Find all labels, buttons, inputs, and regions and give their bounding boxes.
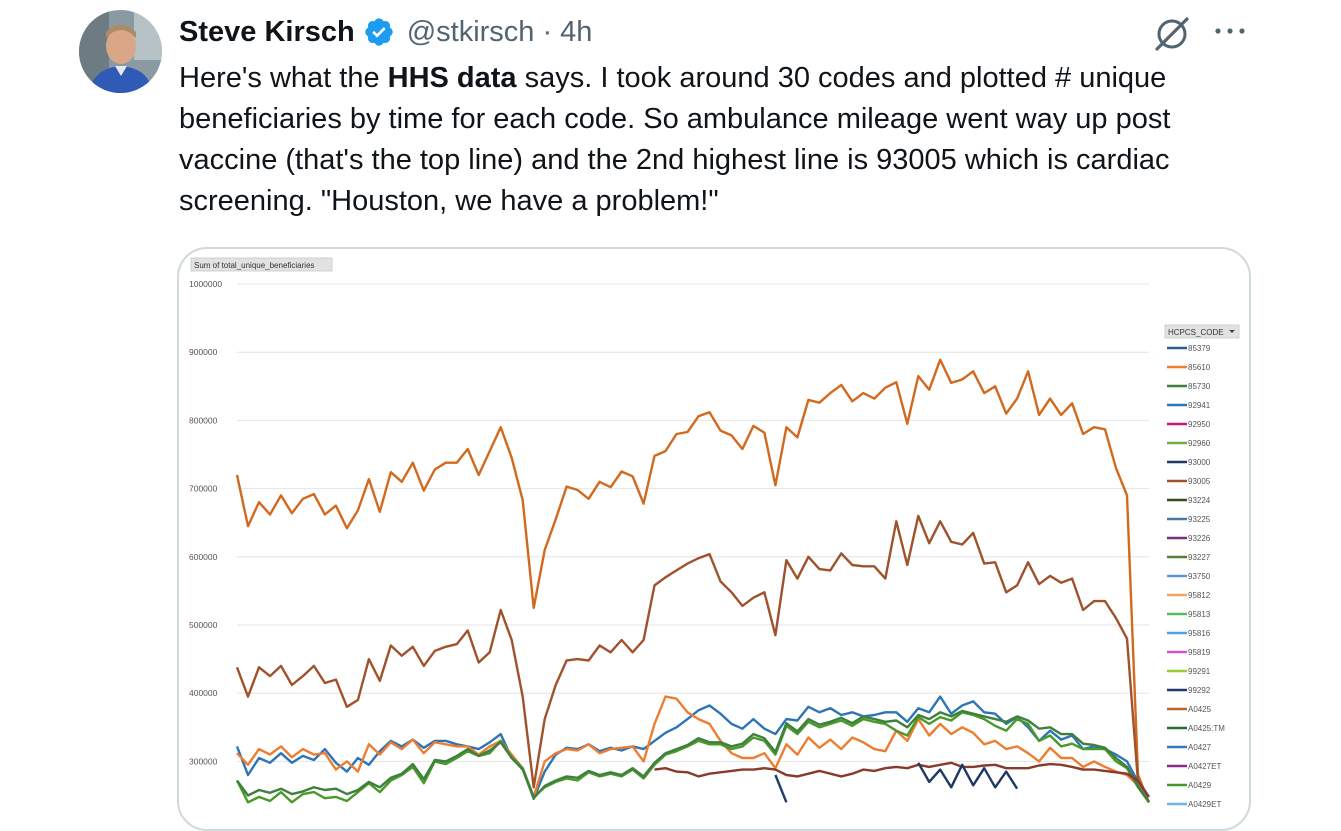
y-tick-label: 600000 xyxy=(189,552,218,562)
legend-item-label: 93227 xyxy=(1188,553,1211,562)
legend-item-label: 92941 xyxy=(1188,401,1211,410)
series-line-85730 xyxy=(236,709,1150,803)
verified-badge-icon[interactable] xyxy=(363,16,395,48)
legend-field-button xyxy=(1164,324,1240,339)
y-axis-field-label: Sum of total_unique_beneficiaries xyxy=(194,261,315,270)
tweet-text: Here's what the HHS data says. I took ar… xyxy=(179,58,1259,222)
tweet-text-part: says. I took around 30 codes and plotted… xyxy=(179,62,1171,217)
y-tick-label: 700000 xyxy=(189,484,218,494)
legend-item-label: 85730 xyxy=(1188,382,1211,391)
tweet-text-part: Here's what the xyxy=(179,62,388,94)
legend-item-label: 93000 xyxy=(1188,458,1211,467)
legend-item-label: 93225 xyxy=(1188,515,1211,524)
legend-item-label: 99291 xyxy=(1188,667,1211,676)
timestamp[interactable]: 4h xyxy=(560,15,593,48)
legend-item-label: 85379 xyxy=(1188,344,1211,353)
legend-item-label: 93005 xyxy=(1188,477,1211,486)
y-tick-label: 400000 xyxy=(189,688,218,698)
line-chart: Sum of total_unique_beneficiaries 1000000… xyxy=(189,257,1240,809)
legend-item-label: 95812 xyxy=(1188,591,1211,600)
series-line-A0429 xyxy=(235,711,1150,804)
y-tick-label: 300000 xyxy=(189,756,218,766)
author-handle[interactable]: @stkirsch xyxy=(406,15,535,48)
series-line-99292 xyxy=(654,761,1150,798)
series-line-A0427ET xyxy=(917,762,1019,790)
legend-item-label: 85610 xyxy=(1188,363,1211,372)
legend-item-label: 92950 xyxy=(1188,420,1211,429)
y-tick-label: 900000 xyxy=(189,347,218,357)
legend-item-label: A0425 xyxy=(1188,705,1212,714)
legend-item-label: 95813 xyxy=(1188,610,1211,619)
legend-item-label: A0425:TM xyxy=(1188,724,1225,733)
series-line-A0425 xyxy=(235,358,1151,803)
author-name[interactable]: Steve Kirsch xyxy=(179,15,355,48)
legend-item-label: 93750 xyxy=(1188,572,1211,581)
legend-item-label: A0427 xyxy=(1188,743,1212,752)
y-tick-label: 1000000 xyxy=(189,279,222,289)
separator-dot: · xyxy=(542,15,553,48)
legend-dropdown-icon xyxy=(1229,330,1235,333)
y-tick-label: 500000 xyxy=(189,620,218,630)
avatar[interactable] xyxy=(79,10,162,93)
more-icon[interactable] xyxy=(1210,16,1250,46)
series-line-85610 xyxy=(236,695,1151,803)
legend-item-label: A0429ET xyxy=(1188,800,1221,809)
legend-item-label: 95819 xyxy=(1188,648,1211,657)
series-line-93005 xyxy=(235,514,1151,803)
legend-item-label: A0427ET xyxy=(1188,762,1221,771)
grok-icon[interactable] xyxy=(1152,14,1192,54)
legend-item-label: 92960 xyxy=(1188,439,1211,448)
legend-item-label: 93226 xyxy=(1188,534,1211,543)
y-axis-field-button xyxy=(190,257,333,272)
legend-item-label: 95816 xyxy=(1188,629,1211,638)
tweet-header: Steve Kirsch @stkirsch · 4h xyxy=(179,12,592,52)
legend-item-label: 93224 xyxy=(1188,496,1211,505)
legend-item-label: 99292 xyxy=(1188,686,1211,695)
legend-item-label: A0429 xyxy=(1188,781,1212,790)
y-tick-label: 800000 xyxy=(189,415,218,425)
series-line-99291 xyxy=(774,774,788,803)
tweet-media-chart[interactable]: Sum of total_unique_beneficiaries 1000000… xyxy=(177,247,1251,831)
legend-title: HCPCS_CODE xyxy=(1168,328,1224,337)
tweet-text-bold: HHS data xyxy=(387,62,517,94)
